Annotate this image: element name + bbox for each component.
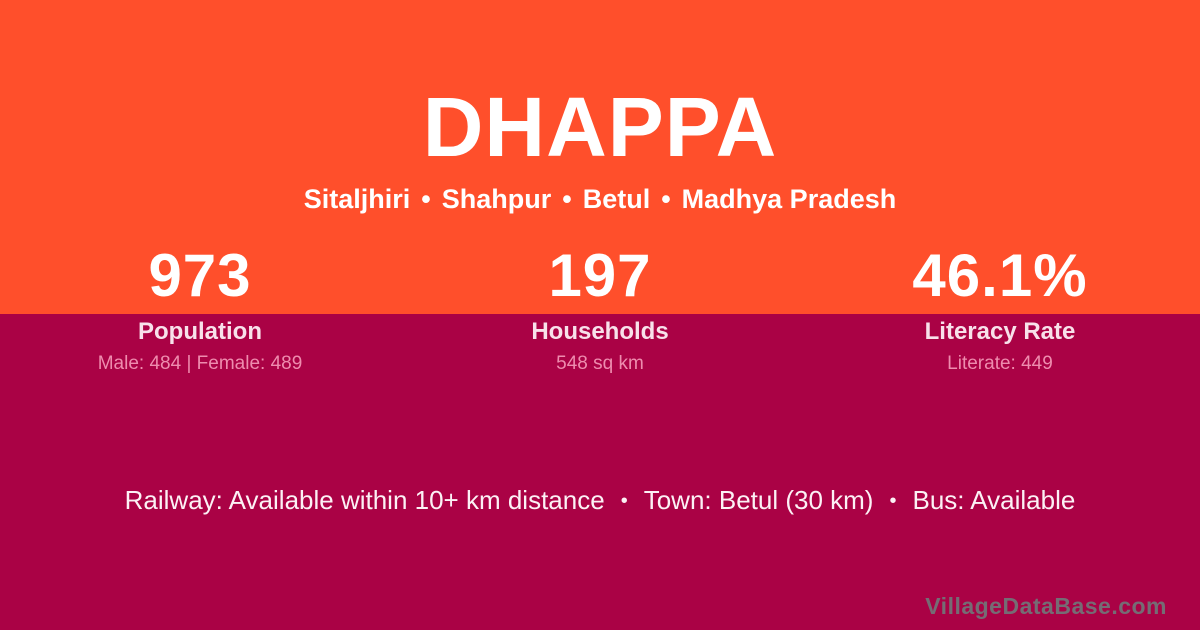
location-tehsil: Shahpur [441,184,552,214]
households-detail: 548 sq km [556,353,644,374]
location-breadcrumb: Sitaljhiri • Shahpur • Betul • Madhya Pradesh [0,183,1200,215]
railway-info: Railway: Available within 10+ km distanc… [124,485,605,515]
bullet-separator: • [562,184,572,214]
stat-literacy: 46.1% Literacy Rate Literate: 449 [800,240,1200,375]
bullet-separator: • [661,184,671,214]
population-detail: Male: 484 | Female: 489 [97,353,303,374]
stat-population: 973 Population Male: 484 | Female: 489 [0,240,400,375]
households-value: 197 [548,242,652,309]
bullet-separator: • [421,184,431,214]
town-info: Town: Betul (30 km) [643,485,874,515]
households-label: Households [531,318,669,345]
top-band [0,0,1200,314]
watermark: VillageDataBase.com [925,593,1167,619]
stat-households: 197 Households 548 sq km [400,240,800,375]
literacy-label: Literacy Rate [924,318,1076,345]
bullet-separator: • [889,490,897,512]
location-state: Madhya Pradesh [681,184,897,214]
transport-info: Railway: Available within 10+ km distanc… [0,484,1200,518]
bullet-separator: • [620,490,628,512]
village-title: DHAPPA [422,80,778,174]
location-village: Sitaljhiri [303,184,411,214]
population-label: Population [138,318,262,345]
literacy-value: 46.1% [912,242,1088,309]
literacy-detail: Literate: 449 [947,353,1053,374]
bus-info: Bus: Available [912,485,1076,515]
location-district: Betul [582,184,651,214]
stats-row: 973 Population Male: 484 | Female: 489 1… [0,240,1200,375]
population-value: 973 [148,242,252,309]
bottom-band [0,314,1200,630]
